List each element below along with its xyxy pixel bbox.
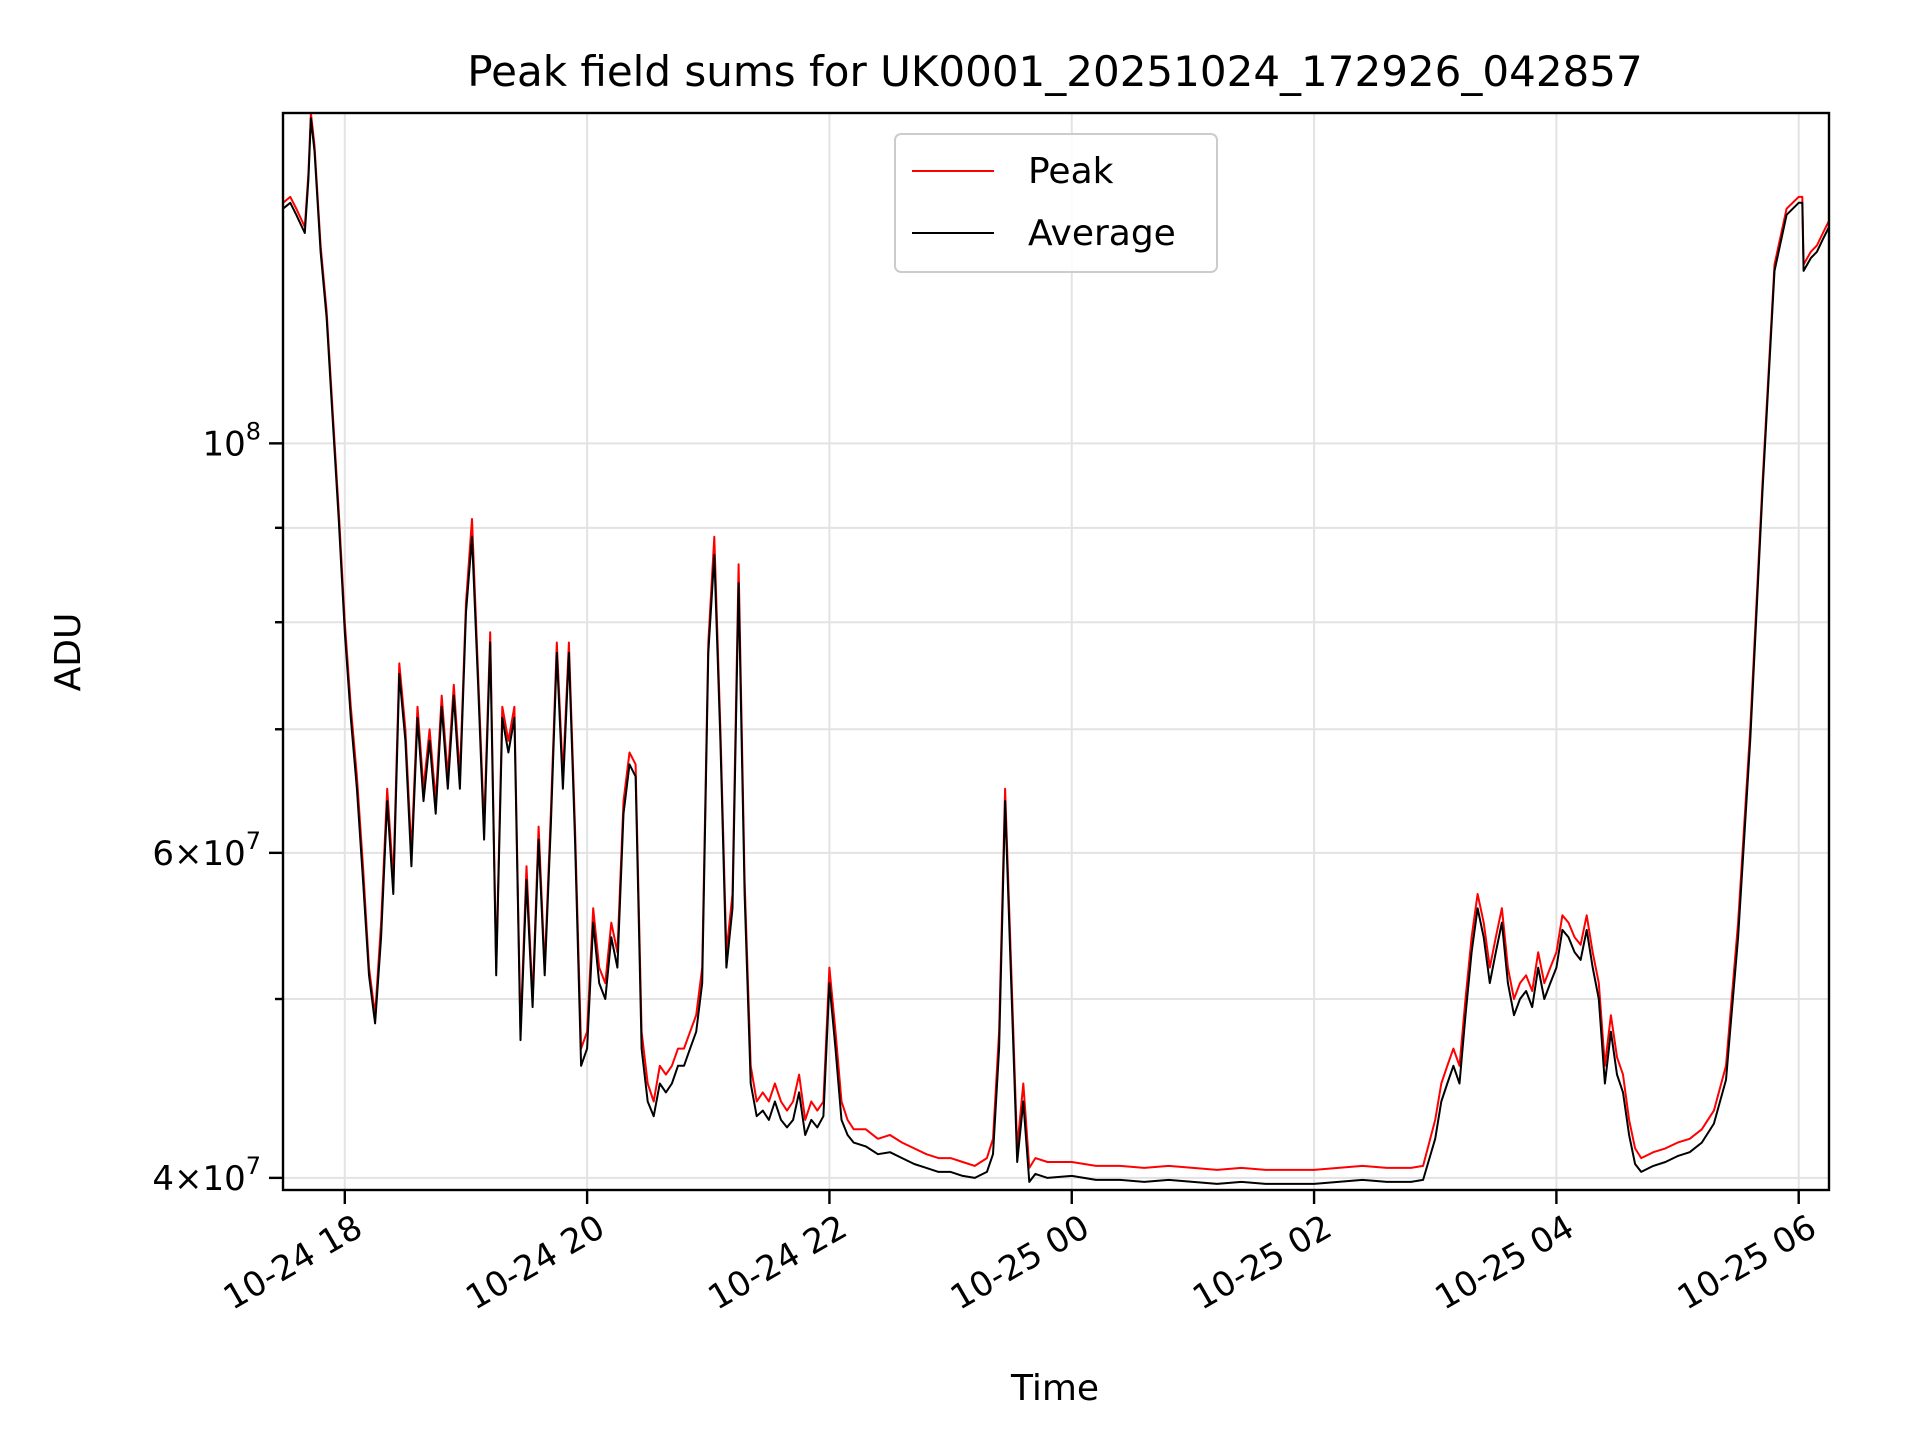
y-axis-label: ADU: [48, 613, 89, 692]
y-tick-base: 4×10: [152, 1159, 245, 1199]
y-tick-base: 10: [202, 424, 245, 464]
series-layer: [282, 112, 1830, 1185]
chart-title: Peak field sums for UK0001_20251024_1729…: [467, 47, 1642, 96]
legend-label-average: Average: [1028, 213, 1176, 254]
legend: Peak Average: [894, 133, 1218, 273]
y-tick-exponent: 7: [246, 1152, 261, 1180]
y-tick-label: 4×107: [152, 1152, 261, 1199]
series-line-average: [282, 117, 1830, 1185]
legend-box: [894, 133, 1218, 273]
grid: [283, 113, 1829, 1190]
y-tick-exponent: 7: [246, 827, 261, 855]
y-tick-label: 6×107: [152, 827, 261, 874]
x-axis-label: Time: [1010, 1368, 1099, 1409]
y-tick-label: 108: [202, 417, 261, 464]
plot-frame: [281, 111, 1831, 1192]
y-tick-base: 6×10: [152, 834, 245, 874]
y-tick-exponent: 8: [246, 417, 261, 445]
legend-label-peak: Peak: [1028, 151, 1114, 192]
